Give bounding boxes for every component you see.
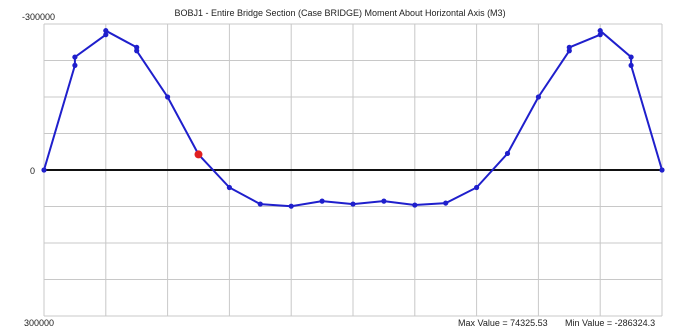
y-top-tick-label: -300000 — [22, 12, 55, 22]
data-point — [103, 32, 109, 38]
highlighted-point — [194, 150, 203, 159]
point-layer — [41, 28, 665, 209]
data-point — [350, 201, 356, 207]
data-point — [412, 202, 418, 208]
data-point — [443, 200, 449, 206]
data-point — [566, 44, 572, 50]
y-bottom-tick-label: 300000 — [24, 318, 54, 328]
data-point — [597, 28, 603, 34]
data-point — [474, 184, 480, 191]
data-point — [257, 201, 263, 207]
chart-title: BOBJ1 - Entire Bridge Section (Case BRID… — [174, 8, 505, 18]
data-point — [288, 203, 294, 209]
data-point — [535, 94, 542, 100]
data-point — [41, 167, 47, 173]
data-point — [226, 184, 232, 191]
max-value-label: Max Value = 74325.53 — [458, 318, 548, 328]
data-point — [319, 198, 325, 204]
data-point — [134, 48, 140, 54]
data-point — [103, 28, 109, 34]
data-point — [165, 94, 171, 100]
data-point — [659, 167, 665, 173]
data-point — [72, 62, 78, 68]
data-point — [628, 54, 634, 60]
y-zero-tick-label: 0 — [30, 166, 35, 176]
data-point — [381, 198, 387, 204]
data-point — [72, 54, 78, 60]
data-point — [628, 62, 634, 68]
data-point — [504, 150, 511, 157]
data-point — [597, 32, 603, 38]
min-value-label: Min Value = -286324.3 — [565, 318, 655, 328]
